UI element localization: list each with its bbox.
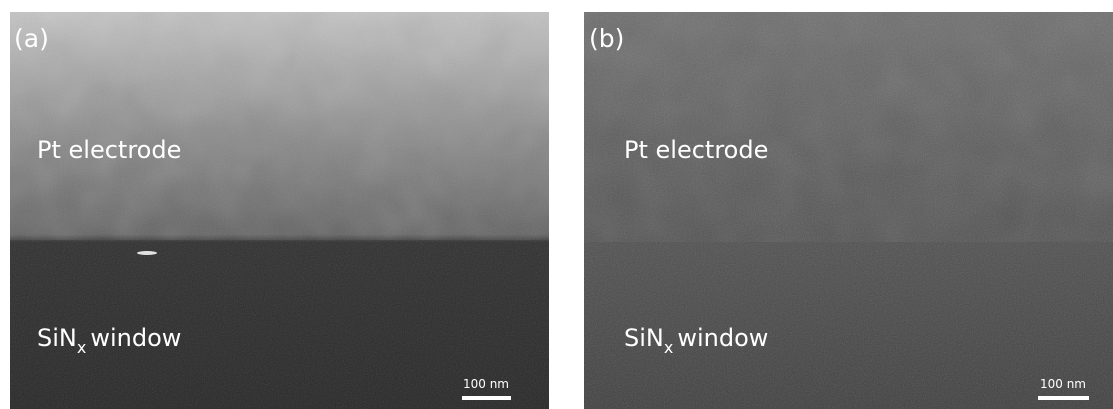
scale-bar (1038, 396, 1089, 400)
bright-spot (137, 251, 157, 255)
panel-label: (b) (589, 24, 624, 53)
scale-bar (462, 396, 511, 400)
scale-bar-label: 100 nm (1040, 377, 1086, 391)
region-label: Pt electrode (624, 136, 768, 164)
region-label: Pt electrode (37, 136, 181, 164)
figure: (a) Pt electrode SiNxwindow 100 nm (b) P… (0, 0, 1113, 409)
scale-bar-label: 100 nm (463, 377, 509, 391)
panel-label: (a) (14, 24, 49, 53)
